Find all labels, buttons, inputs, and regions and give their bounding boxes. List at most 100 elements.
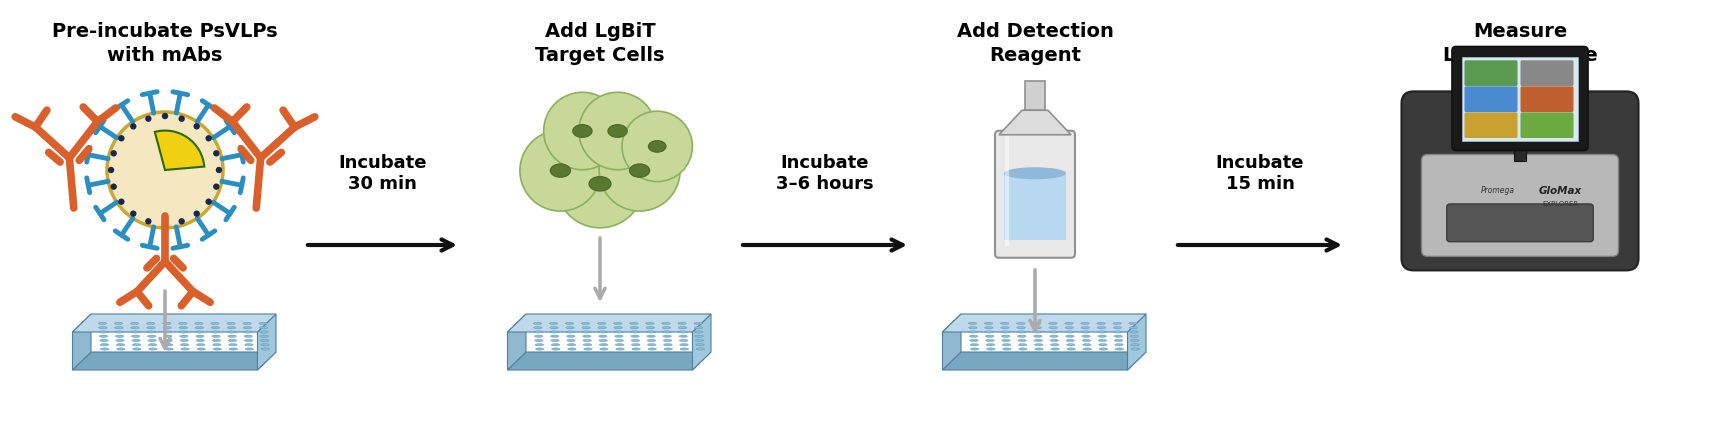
Ellipse shape [131,335,139,337]
Ellipse shape [1001,331,1010,333]
Ellipse shape [970,339,979,341]
Ellipse shape [631,344,640,346]
Ellipse shape [179,326,187,329]
Ellipse shape [1018,344,1027,346]
Ellipse shape [664,344,673,346]
Ellipse shape [533,331,542,333]
Ellipse shape [1130,344,1139,346]
Ellipse shape [647,335,655,337]
Ellipse shape [679,339,688,341]
Ellipse shape [1097,335,1106,337]
Ellipse shape [1051,348,1060,350]
Ellipse shape [261,348,270,350]
Ellipse shape [1115,335,1123,337]
Ellipse shape [583,335,592,337]
Ellipse shape [212,335,220,337]
Ellipse shape [181,339,189,341]
Ellipse shape [550,344,559,346]
Ellipse shape [662,335,671,337]
Ellipse shape [614,326,623,329]
Bar [1025,81,1046,110]
Ellipse shape [229,348,237,350]
Ellipse shape [1017,326,1025,329]
Ellipse shape [648,348,657,350]
Ellipse shape [614,335,623,337]
Polygon shape [693,314,710,370]
Circle shape [544,92,621,170]
Ellipse shape [165,348,174,350]
Ellipse shape [1049,331,1058,333]
Ellipse shape [1099,344,1108,346]
Text: Incubate
3–6 hours: Incubate 3–6 hours [776,154,874,193]
Ellipse shape [261,344,270,346]
Text: EXPLORER: EXPLORER [1543,201,1579,207]
Circle shape [119,135,124,142]
Ellipse shape [568,348,576,350]
Ellipse shape [631,348,640,350]
Ellipse shape [986,331,994,333]
FancyBboxPatch shape [1464,112,1517,138]
Ellipse shape [148,339,157,341]
Ellipse shape [1097,322,1106,325]
Ellipse shape [607,125,628,137]
Ellipse shape [631,331,638,333]
Ellipse shape [1115,344,1123,346]
Ellipse shape [550,164,571,177]
Ellipse shape [260,335,268,337]
Ellipse shape [647,339,655,341]
Ellipse shape [1128,322,1137,325]
Ellipse shape [165,344,174,346]
Ellipse shape [616,348,624,350]
Ellipse shape [229,335,236,337]
Ellipse shape [1113,326,1121,329]
Circle shape [213,150,220,157]
Circle shape [179,116,184,122]
Ellipse shape [1001,326,1010,329]
Ellipse shape [148,331,157,333]
Ellipse shape [213,348,222,350]
Ellipse shape [533,326,542,329]
Ellipse shape [1097,326,1106,329]
Polygon shape [943,314,1146,332]
Circle shape [179,218,184,224]
Ellipse shape [1034,331,1042,333]
Ellipse shape [196,344,205,346]
Ellipse shape [968,331,977,333]
Circle shape [623,111,693,182]
Circle shape [519,130,600,211]
Ellipse shape [163,339,172,341]
Ellipse shape [968,326,977,329]
Ellipse shape [662,331,671,333]
Polygon shape [1128,314,1146,370]
Ellipse shape [599,331,607,333]
Ellipse shape [148,335,157,337]
Ellipse shape [647,326,655,329]
Ellipse shape [970,344,979,346]
FancyBboxPatch shape [1464,60,1517,86]
Ellipse shape [246,348,253,350]
Ellipse shape [117,344,124,346]
Ellipse shape [1113,322,1121,325]
Ellipse shape [210,322,218,325]
Polygon shape [507,314,526,370]
Ellipse shape [1130,326,1137,329]
Circle shape [162,221,169,227]
Bar [1514,143,1526,161]
Ellipse shape [1001,322,1010,325]
Ellipse shape [630,164,650,177]
Ellipse shape [131,331,139,333]
Ellipse shape [114,322,122,325]
Ellipse shape [1049,326,1058,329]
Ellipse shape [583,348,592,350]
Text: Incubate
15 min: Incubate 15 min [1216,154,1304,193]
Circle shape [110,183,117,190]
Ellipse shape [599,339,607,341]
Ellipse shape [1066,335,1075,337]
Text: Add Detection
Reagent: Add Detection Reagent [956,22,1113,65]
Ellipse shape [244,339,253,341]
Ellipse shape [115,339,124,341]
Ellipse shape [212,339,220,341]
Circle shape [110,150,117,157]
Ellipse shape [260,339,268,341]
Ellipse shape [196,335,205,337]
